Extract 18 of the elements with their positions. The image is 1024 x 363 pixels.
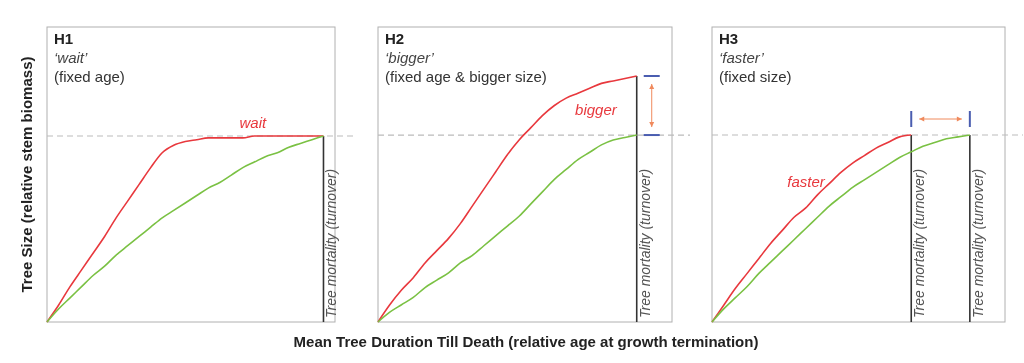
annotation: Tree mortality (turnover) <box>911 168 928 318</box>
chart-title: H1 <box>54 30 74 47</box>
y-axis-title: Tree Size (relative stem biomass) <box>18 56 35 293</box>
annotation: Tree mortality (turnover) <box>636 168 653 318</box>
text: (fixed age) <box>54 68 125 85</box>
series-label: faster <box>787 173 826 191</box>
annotation: Tree mortality (turnover) <box>323 168 340 318</box>
chart-subtitle: ‘faster’ <box>719 49 765 66</box>
text: (fixed size) <box>719 68 792 85</box>
chart-subtitle: ‘wait’ <box>54 49 89 66</box>
annotation: Tree mortality (turnover) <box>969 168 986 318</box>
chart-title: H3 <box>719 30 739 47</box>
series-label: bigger <box>575 101 618 119</box>
annotation: (fixed age & bigger size) <box>385 68 547 85</box>
series-label: wait <box>239 113 267 131</box>
chart-subtitle: ‘bigger’ <box>385 49 435 66</box>
chart-title: H2 <box>385 30 405 47</box>
x-axis-title: Mean Tree Duration Till Death (relative age at growth termination) <box>293 333 759 350</box>
